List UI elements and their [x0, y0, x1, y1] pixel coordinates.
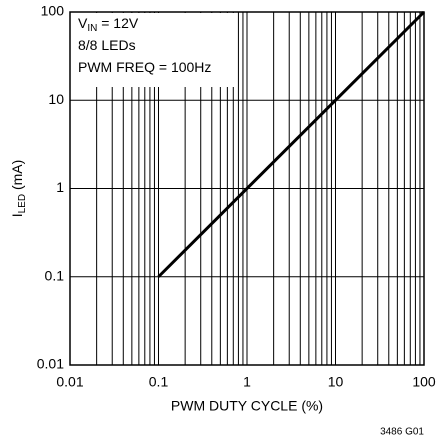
y-axis-label-text: (mA) [9, 160, 25, 194]
x-tick-label: 100 [412, 374, 436, 390]
x-tick-label: 0.01 [56, 374, 83, 390]
x-axis-label: PWM DUTY CYCLE (%) [171, 398, 323, 414]
x-tick-label: 0.1 [149, 374, 169, 390]
annotation-background [71, 13, 236, 87]
annotation: VIN = 12V [78, 15, 139, 34]
annotation-text: = 12V [97, 15, 139, 31]
footnote: 3486 G01 [380, 427, 424, 438]
y-tick-label: 0.1 [45, 267, 65, 283]
annotation-text: V [78, 15, 88, 31]
x-tick-label: 1 [243, 374, 251, 390]
data-line [157, 10, 426, 278]
y-tick-label: 1 [56, 179, 64, 195]
y-tick-label: 10 [48, 91, 64, 107]
annotation-subscript: IN [87, 23, 97, 34]
annotation: 8/8 LEDs [78, 37, 136, 53]
y-tick-label: 0.01 [37, 356, 64, 372]
x-tick-label: 10 [328, 374, 344, 390]
annotation: PWM FREQ = 100Hz [78, 59, 211, 75]
y-axis-label: ILED (mA) [9, 160, 28, 218]
y-axis-label-subscript: LED [17, 194, 28, 213]
y-axis-label-text: I [9, 213, 25, 217]
annotation-text: 8/8 LEDs [78, 37, 136, 53]
annotation-text: PWM FREQ = 100Hz [78, 59, 211, 75]
plot-frame [69, 11, 425, 366]
y-tick-label: 100 [41, 3, 65, 19]
